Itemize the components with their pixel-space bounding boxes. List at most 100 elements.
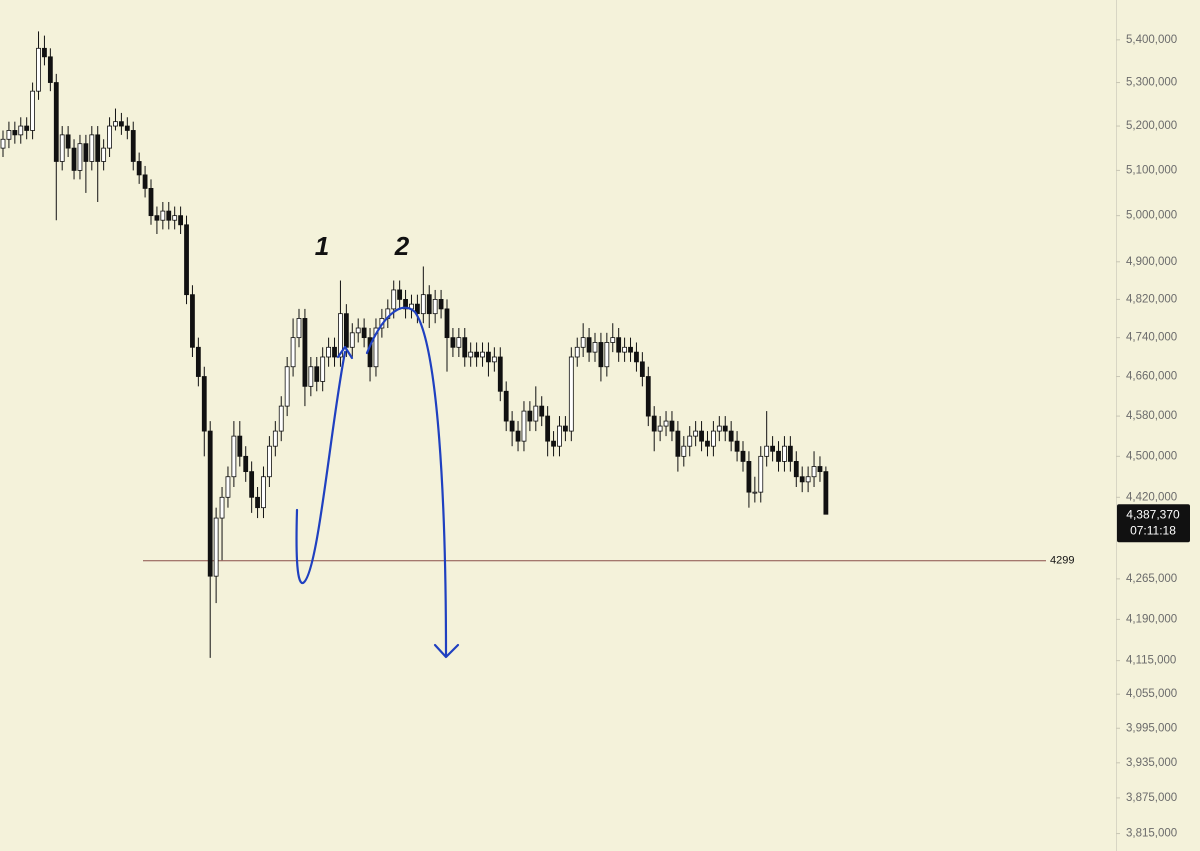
level-label: 4299 [1050, 555, 1074, 567]
candle-body [426, 294, 432, 315]
y-tick-label: 5,000,000 [1126, 210, 1177, 222]
candle-body [284, 366, 290, 407]
candle-body [36, 47, 41, 92]
candle-body [278, 405, 284, 432]
candle-body [59, 134, 65, 162]
candle-body [113, 121, 118, 127]
candle-body [24, 125, 30, 131]
candle-body [261, 476, 266, 509]
candle-body [213, 517, 219, 577]
candle-body [616, 337, 622, 353]
candle-body [574, 346, 580, 358]
candle-body [728, 430, 734, 442]
y-tick-label: 3,815,000 [1126, 828, 1177, 840]
candle-body [195, 346, 201, 377]
candle-body [817, 466, 823, 473]
candle-body [343, 313, 349, 348]
candle-body [42, 47, 47, 58]
candle-body [266, 445, 272, 478]
level-label-bg [1046, 552, 1080, 569]
candle-body [716, 425, 722, 432]
candle-body [178, 215, 184, 226]
candle-body [296, 318, 302, 339]
candle-body [497, 356, 503, 392]
candle-body [752, 491, 758, 494]
candle-body [456, 337, 462, 348]
candle-body [639, 361, 645, 377]
candle-body [403, 299, 408, 310]
candle-body [438, 299, 444, 310]
y-tick-label: 4,740,000 [1126, 332, 1177, 344]
candle-body [515, 430, 521, 442]
candle-body [83, 143, 89, 162]
candle-body [65, 134, 71, 149]
candle-body [610, 337, 616, 343]
candle-body [634, 351, 639, 363]
candle-body [722, 425, 728, 432]
candle-body [787, 445, 793, 462]
candle-body [776, 450, 781, 462]
candle-body [486, 351, 491, 363]
candle-body [628, 346, 633, 353]
y-tick-label: 5,300,000 [1126, 77, 1177, 89]
y-tick-label: 4,820,000 [1126, 293, 1177, 305]
candle-body [130, 130, 136, 162]
candle-body [0, 138, 6, 149]
candle-body [154, 215, 160, 221]
y-tick-label: 3,995,000 [1126, 722, 1177, 734]
candle-body [746, 461, 752, 493]
candle-body [326, 346, 332, 358]
candle-body [521, 410, 527, 442]
candle-body [77, 143, 83, 171]
candle-body [491, 356, 497, 363]
annotation: 2 [394, 231, 410, 261]
candle-body [71, 147, 77, 171]
drawn-arrow-down [365, 306, 448, 657]
candle-body [249, 471, 255, 498]
candle-body [782, 445, 787, 462]
y-tick-label: 3,875,000 [1126, 792, 1177, 804]
y-tick-label: 4,055,000 [1126, 688, 1177, 700]
candle-body [355, 327, 361, 334]
candle-body [124, 125, 130, 131]
y-tick-label: 4,580,000 [1126, 410, 1177, 422]
candle-body [219, 496, 225, 519]
y-tick-label: 4,660,000 [1126, 371, 1177, 383]
y-tick-label: 3,935,000 [1126, 757, 1177, 769]
y-tick-label: 5,400,000 [1126, 34, 1177, 46]
y-tick-label: 4,900,000 [1126, 256, 1177, 268]
candle-body [527, 410, 533, 422]
candle-body [119, 121, 124, 127]
candle-body [699, 430, 704, 442]
candle-body [598, 342, 604, 368]
y-tick-label: 4,115,000 [1126, 655, 1176, 667]
candle-body [657, 425, 663, 432]
candle-body [172, 215, 178, 221]
candle-body [503, 390, 509, 422]
candle-body [663, 420, 669, 427]
candle-body [95, 134, 101, 162]
candle-body [474, 351, 480, 358]
candle-body [705, 440, 710, 447]
candle-body [320, 356, 326, 382]
arrow-head [433, 643, 460, 659]
candle-body [681, 445, 687, 457]
annotation: 1 [315, 231, 329, 261]
candle-body [6, 130, 12, 140]
candle-body [545, 415, 551, 442]
candle-body [184, 224, 189, 296]
candle-body [793, 461, 799, 478]
candle-body [101, 147, 107, 162]
candle-body [30, 90, 36, 131]
candle-body [509, 420, 515, 432]
candle-body [302, 318, 308, 387]
candle-body [687, 435, 693, 447]
candle-body [580, 337, 586, 348]
candle-body [539, 405, 545, 417]
candle-body [770, 445, 775, 452]
candle-body [361, 327, 367, 339]
candle-body [349, 332, 355, 348]
